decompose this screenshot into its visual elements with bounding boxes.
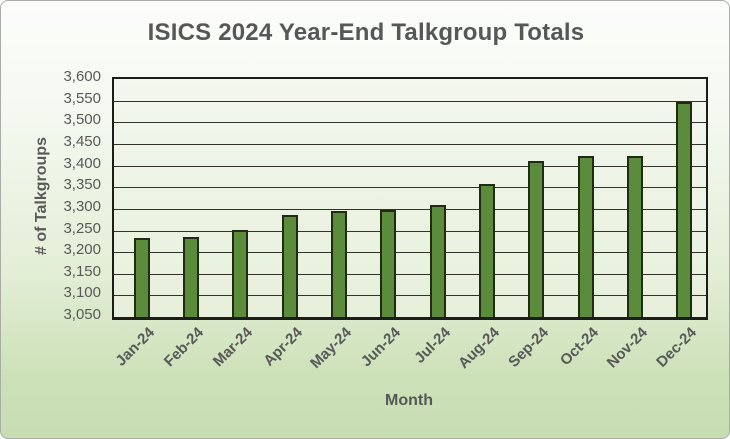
y-tick-label: 3,350 (63, 176, 101, 194)
x-axis-title: Month (385, 392, 433, 409)
x-tick-label: Nov-24 (603, 324, 652, 372)
y-tick-label: 3,250 (63, 219, 101, 237)
y-tick-label: 3,100 (63, 284, 101, 302)
gridline (114, 208, 706, 210)
gridline (114, 122, 706, 124)
gridline (114, 252, 706, 254)
bar-May-24 (331, 211, 347, 317)
gridline (114, 187, 706, 189)
x-tick-label: Sep-24 (505, 324, 553, 371)
y-tick-label: 3,050 (63, 306, 101, 323)
bar-Jul-24 (429, 204, 446, 317)
y-tick-label: 3,450 (63, 132, 101, 150)
bar-Jun-24 (380, 210, 397, 317)
bar-Apr-24 (281, 215, 298, 317)
plot-area (112, 77, 708, 320)
gridline (114, 295, 706, 297)
chart-title: ISICS 2024 Year-End Talkgroup Totals (147, 19, 585, 46)
gridline (114, 143, 706, 145)
bar-Jan-24 (133, 237, 150, 317)
gridline (114, 165, 706, 167)
y-tick-label: 3,500 (63, 111, 101, 129)
x-tick-label: Jun-24 (358, 324, 405, 371)
y-axis-tick-labels: 3,600 3,550 3,500 3,450 3,400 3,350 3,300 3,250… (1, 1, 110, 438)
x-tick-label: Jul-24 (411, 324, 454, 367)
bar-Mar-24 (232, 229, 249, 317)
bar-Aug-24 (479, 183, 495, 317)
gridline (114, 273, 706, 275)
x-tick-label: Jan-24 (112, 324, 158, 370)
y-tick-label: 3,300 (63, 197, 101, 215)
bar-Oct-24 (577, 156, 594, 317)
bar-Dec-24 (676, 101, 693, 317)
y-tick-label: 3,150 (63, 262, 101, 280)
x-tick-label: Mar-24 (210, 324, 257, 371)
x-tick-label: May-24 (307, 324, 356, 372)
x-tick-label: Apr-24 (260, 324, 306, 370)
y-tick-label: 3,400 (63, 154, 101, 172)
x-tick-label: Dec-24 (653, 324, 701, 371)
y-tick-label: 3,550 (63, 89, 101, 107)
bar-Sep-24 (528, 161, 545, 317)
y-tick-label: 3,600 (63, 68, 101, 85)
gridline (114, 100, 706, 102)
y-tick-label: 3,200 (63, 241, 101, 259)
x-tick-label: Aug-24 (455, 324, 504, 372)
x-tick-label: Oct-24 (556, 324, 602, 370)
x-tick-label: Feb-24 (160, 324, 208, 371)
gridline (114, 230, 706, 232)
bar-Feb-24 (183, 236, 199, 317)
bar-Nov-24 (627, 156, 643, 317)
